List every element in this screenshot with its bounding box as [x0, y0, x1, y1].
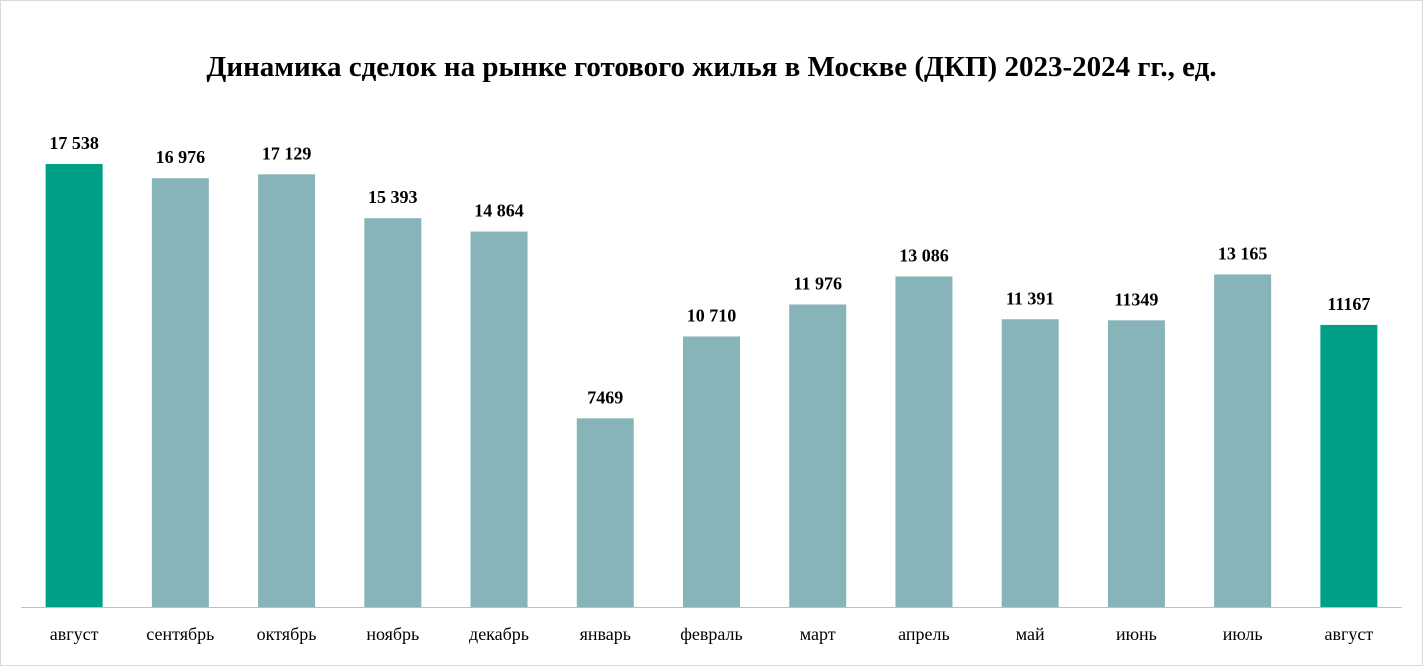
- bar-value-label-4: 14 864: [474, 201, 524, 221]
- chart-title: Динамика сделок на рынке готового жилья …: [206, 51, 1217, 83]
- category-label-0: август: [50, 624, 99, 644]
- bar-value-label-6: 10 710: [687, 305, 737, 325]
- bar-5: [576, 418, 634, 607]
- category-labels-group: август сентябрь октябрь ноябрь декабрь январь…: [50, 624, 1374, 644]
- bar-value-label-12: 11167: [1327, 294, 1370, 314]
- bar-12: [1320, 324, 1378, 607]
- bar-value-label-11: 13 165: [1218, 243, 1268, 263]
- bar-7: [789, 304, 847, 607]
- bar-value-label-5: 7469: [587, 387, 623, 407]
- bar-value-label-1: 16 976: [156, 147, 206, 167]
- category-label-5: январь: [580, 624, 631, 644]
- category-label-7: март: [800, 624, 836, 644]
- bar-value-label-8: 13 086: [899, 245, 949, 265]
- bar-10: [1107, 320, 1165, 607]
- bar-value-label-7: 11 976: [793, 273, 842, 293]
- bar-value-label-9: 11 391: [1006, 288, 1055, 308]
- category-label-4: декабрь: [469, 624, 529, 644]
- bar-3: [364, 218, 422, 607]
- bar-0: [45, 164, 103, 607]
- bar-4: [470, 231, 528, 607]
- category-label-8: апрель: [898, 624, 950, 644]
- category-label-3: ноябрь: [366, 624, 419, 644]
- value-labels-group: 17 538 16 976 17 129 15 393 14 864 7469 10 710…: [49, 133, 1370, 407]
- category-label-10: июнь: [1116, 624, 1157, 644]
- bar-value-label-0: 17 538: [49, 133, 99, 153]
- bar-value-label-2: 17 129: [262, 143, 312, 163]
- category-label-1: сентябрь: [146, 624, 214, 644]
- bar-8: [895, 276, 953, 607]
- category-label-6: февраль: [680, 624, 743, 644]
- bar-9: [1001, 319, 1059, 607]
- bars-group: [45, 164, 1378, 607]
- bar-11: [1214, 274, 1272, 607]
- bar-value-label-3: 15 393: [368, 187, 418, 207]
- category-label-12: август: [1325, 624, 1374, 644]
- category-label-9: май: [1016, 624, 1045, 644]
- bar-1: [151, 178, 209, 607]
- bar-2: [258, 174, 316, 607]
- bar-value-label-10: 11349: [1114, 289, 1158, 309]
- category-label-11: июль: [1223, 624, 1263, 644]
- bar-6: [683, 336, 740, 607]
- category-label-2: октябрь: [257, 624, 317, 644]
